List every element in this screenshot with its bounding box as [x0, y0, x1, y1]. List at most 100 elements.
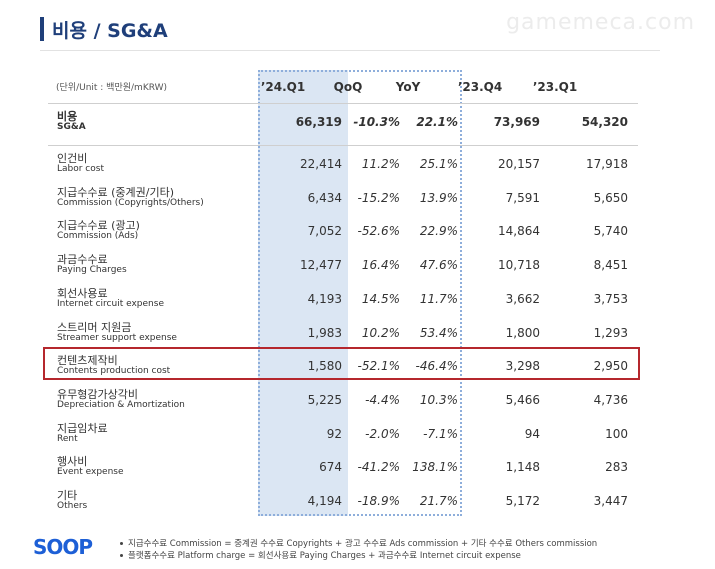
cell: 54,320 — [581, 115, 628, 129]
row-highlight — [43, 347, 640, 380]
row-rule — [48, 145, 638, 146]
row-label-ko: 인건비 — [57, 152, 88, 165]
cell: 4,736 — [593, 392, 628, 407]
cell: 5,740 — [593, 224, 628, 239]
cell: -2.0% — [365, 426, 400, 441]
row-label-en: Others — [57, 501, 88, 511]
column-header: ’24.Q1 — [260, 80, 306, 94]
cell: 12,477 — [300, 258, 342, 273]
row-label-en: Commission (Ads) — [57, 231, 139, 242]
dotted-box — [258, 70, 462, 516]
cell: -4.4% — [365, 392, 400, 407]
cell: 94 — [524, 426, 540, 441]
column-header: ’23.Q1 — [532, 80, 578, 94]
row-label-ko: 회선사용료 — [57, 286, 108, 300]
cell: 53.4% — [419, 325, 458, 340]
cell: 4,194 — [307, 494, 342, 508]
cell: 3,447 — [593, 494, 628, 508]
cell: 14,864 — [498, 224, 540, 239]
row-label-en: Commission (Copyrights/Others) — [57, 197, 204, 208]
cell: 22.9% — [419, 224, 458, 239]
cell: 66,319 — [295, 115, 342, 129]
cell: 1,293 — [593, 325, 628, 340]
unit-label: (단위/Unit : 백만원/mKRW) — [56, 83, 168, 93]
row-label-ko: 행사비 — [57, 455, 88, 469]
row-label-ko: 컨텐츠제작비 — [57, 354, 118, 368]
cell: 16.4% — [361, 258, 400, 273]
cell: 6,434 — [307, 190, 342, 205]
row-label-en: Depreciation & Amortization — [57, 399, 185, 410]
row-rule — [48, 103, 638, 104]
row-label-en: SG&A — [57, 122, 86, 132]
cell: 47.6% — [419, 258, 458, 273]
cell: 283 — [605, 460, 628, 475]
cell: 1,148 — [505, 460, 540, 475]
logo: SOOP — [33, 535, 93, 559]
cell: 22.1% — [416, 115, 458, 129]
bullet — [120, 554, 123, 557]
row-label-en: Paying Charges — [57, 265, 127, 276]
footnote: 플랫폼수수료 Platform charge = 회선사용료 Paying Ch… — [128, 551, 521, 561]
cell: 17,918 — [586, 157, 628, 171]
row-label-en: Contents production cost — [57, 366, 171, 377]
cell: 13.9% — [419, 190, 458, 205]
cell: 4,193 — [307, 291, 342, 306]
watermark: gamemeca.com — [506, 10, 695, 35]
row-label-en: Event expense — [57, 467, 124, 478]
title-rule — [40, 50, 660, 51]
row-label-ko: 비용 — [57, 110, 78, 123]
cell: 5,466 — [505, 392, 540, 407]
footnote: 지급수수료 Commission = 중계권 수수료 Copyrights + … — [128, 539, 598, 549]
column-header: YoY — [395, 80, 421, 94]
column-highlight — [258, 70, 348, 516]
cell: -15.2% — [357, 190, 400, 205]
cell: 92 — [326, 426, 342, 441]
column-header: ’23.Q4 — [457, 80, 503, 94]
cell: 11.2% — [361, 157, 400, 171]
cell: 10.2% — [361, 325, 400, 340]
cell: 1,983 — [307, 325, 342, 340]
cell: 73,969 — [493, 115, 540, 129]
cell: 10,718 — [498, 258, 540, 273]
bullet — [120, 542, 123, 545]
cell: 5,172 — [505, 494, 540, 508]
cell: 100 — [605, 426, 628, 441]
cell: 11.7% — [419, 291, 458, 306]
cell: 5,650 — [593, 190, 628, 205]
cell: 7,052 — [307, 224, 342, 239]
cell: 674 — [319, 460, 342, 475]
cell: 3,753 — [593, 291, 628, 306]
title: 비용 / SG&A — [52, 20, 168, 42]
cell: -41.2% — [357, 460, 400, 475]
row-label-ko: 지급수수료 (광고) — [57, 219, 140, 233]
cell: -46.4% — [415, 359, 458, 374]
row-label-en: Internet circuit expense — [57, 298, 164, 309]
cell: 20,157 — [498, 157, 540, 171]
cell: -18.9% — [357, 494, 400, 508]
row-label-ko: 지급임차료 — [57, 421, 108, 435]
cell: -52.6% — [357, 224, 400, 239]
row-label-en: Streamer support expense — [57, 332, 177, 343]
title-bar — [40, 17, 44, 41]
row-label-ko: 스트리머 지원금 — [57, 320, 132, 334]
row-label-ko: 지급수수료 (중계권/기타) — [57, 185, 174, 199]
cell: 1,800 — [505, 325, 540, 340]
cell: 21.7% — [419, 494, 458, 508]
cell: 14.5% — [361, 291, 400, 306]
cell: 7,591 — [505, 190, 540, 205]
row-label-ko: 기타 — [57, 489, 78, 502]
cell: 138.1% — [412, 460, 458, 475]
cell: -52.1% — [357, 359, 400, 374]
cell: 3,662 — [505, 291, 540, 306]
row-label-ko: 유무형감가상각비 — [57, 387, 138, 401]
cell: 1,580 — [307, 359, 342, 374]
row-label-en: Rent — [57, 433, 78, 444]
cell: 8,451 — [593, 258, 628, 273]
cell: 25.1% — [419, 157, 458, 171]
row-label-ko: 과금수수료 — [57, 253, 108, 267]
cell: 3,298 — [505, 359, 540, 374]
cell: 10.3% — [419, 392, 458, 407]
cell: 22,414 — [300, 157, 342, 171]
cell: 2,950 — [593, 359, 628, 374]
